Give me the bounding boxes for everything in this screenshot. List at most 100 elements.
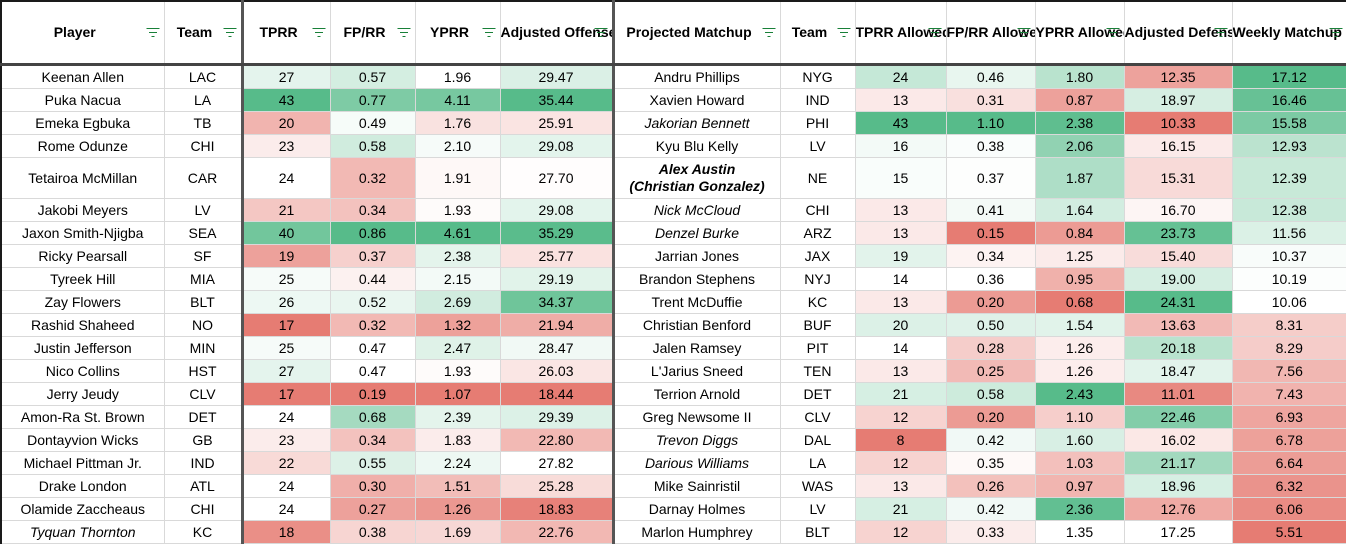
offense-score-cell[interactable]: 18.44 — [499, 382, 614, 406]
tprr-cell[interactable]: 26 — [240, 290, 331, 314]
fp-rr-cell[interactable]: 0.32 — [329, 313, 416, 337]
offense-score-cell[interactable]: 27.70 — [499, 157, 614, 199]
player-cell[interactable]: Dontayvion Wicks — [0, 428, 165, 452]
column-header-adjusted-offense-score[interactable]: Adjusted Offense Score — [499, 0, 614, 66]
tprr-allowed-cell[interactable]: 20 — [854, 313, 947, 337]
fp-rr-allowed-cell[interactable]: 0.20 — [945, 290, 1036, 314]
tprr-cell[interactable]: 20 — [240, 111, 331, 135]
tprr-cell[interactable]: 23 — [240, 428, 331, 452]
offense-score-cell[interactable]: 29.19 — [499, 267, 614, 291]
offense-score-cell[interactable]: 29.08 — [499, 134, 614, 158]
matchup-cell[interactable]: Jarrian Jones — [611, 244, 781, 268]
matchup-score-cell[interactable]: 16.46 — [1231, 88, 1346, 112]
team-cell[interactable]: KC — [163, 520, 243, 544]
fp-rr-allowed-cell[interactable]: 0.42 — [945, 428, 1036, 452]
offense-score-cell[interactable]: 25.91 — [499, 111, 614, 135]
yprr-cell[interactable]: 1.76 — [414, 111, 501, 135]
player-cell[interactable]: Emeka Egbuka — [0, 111, 165, 135]
tprr-allowed-cell[interactable]: 43 — [854, 111, 947, 135]
matchup-team-cell[interactable]: LA — [779, 451, 856, 475]
fp-rr-cell[interactable]: 0.34 — [329, 198, 416, 222]
matchup-team-cell[interactable]: LV — [779, 497, 856, 521]
yprr-allowed-cell[interactable]: 0.97 — [1034, 474, 1125, 498]
tprr-cell[interactable]: 17 — [240, 382, 331, 406]
player-cell[interactable]: Amon-Ra St. Brown — [0, 405, 165, 429]
column-header-fp-rr[interactable]: FP/RR — [329, 0, 416, 66]
yprr-allowed-cell[interactable]: 0.84 — [1034, 221, 1125, 245]
yprr-allowed-cell[interactable]: 2.43 — [1034, 382, 1125, 406]
tprr-cell[interactable]: 19 — [240, 244, 331, 268]
yprr-allowed-cell[interactable]: 1.87 — [1034, 157, 1125, 199]
player-cell[interactable]: Olamide Zaccheaus — [0, 497, 165, 521]
matchup-team-cell[interactable]: ARZ — [779, 221, 856, 245]
team-cell[interactable]: NO — [163, 313, 243, 337]
player-cell[interactable]: Tyquan Thornton — [0, 520, 165, 544]
fp-rr-cell[interactable]: 0.34 — [329, 428, 416, 452]
player-cell[interactable]: Zay Flowers — [0, 290, 165, 314]
team-cell[interactable]: GB — [163, 428, 243, 452]
fp-rr-cell[interactable]: 0.77 — [329, 88, 416, 112]
yprr-allowed-cell[interactable]: 0.95 — [1034, 267, 1125, 291]
player-cell[interactable]: Puka Nacua — [0, 88, 165, 112]
defense-score-cell[interactable]: 18.97 — [1123, 88, 1233, 112]
column-header-weekly-matchup-score[interactable]: Weekly Matchup Score — [1231, 0, 1346, 66]
fp-rr-allowed-cell[interactable]: 0.25 — [945, 359, 1036, 383]
yprr-allowed-cell[interactable]: 1.35 — [1034, 520, 1125, 544]
column-header-yprr-allowed[interactable]: YPRR Allowed — [1034, 0, 1125, 66]
column-header-fp-rr-allowed[interactable]: FP/RR Allowed — [945, 0, 1036, 66]
matchup-score-cell[interactable]: 6.93 — [1231, 405, 1346, 429]
tprr-allowed-cell[interactable]: 8 — [854, 428, 947, 452]
fp-rr-cell[interactable]: 0.37 — [329, 244, 416, 268]
defense-score-cell[interactable]: 20.18 — [1123, 336, 1233, 360]
offense-score-cell[interactable]: 28.47 — [499, 336, 614, 360]
fp-rr-allowed-cell[interactable]: 0.38 — [945, 134, 1036, 158]
fp-rr-allowed-cell[interactable]: 0.58 — [945, 382, 1036, 406]
matchup-score-cell[interactable]: 6.32 — [1231, 474, 1346, 498]
yprr-cell[interactable]: 2.47 — [414, 336, 501, 360]
tprr-cell[interactable]: 24 — [240, 157, 331, 199]
matchup-score-cell[interactable]: 11.56 — [1231, 221, 1346, 245]
matchup-cell[interactable]: Trent McDuffie — [611, 290, 781, 314]
tprr-cell[interactable]: 23 — [240, 134, 331, 158]
matchup-team-cell[interactable]: PIT — [779, 336, 856, 360]
tprr-allowed-cell[interactable]: 13 — [854, 198, 947, 222]
fp-rr-cell[interactable]: 0.44 — [329, 267, 416, 291]
player-cell[interactable]: Tyreek Hill — [0, 267, 165, 291]
tprr-cell[interactable]: 25 — [240, 267, 331, 291]
team-cell[interactable]: ATL — [163, 474, 243, 498]
player-cell[interactable]: Jaxon Smith-Njigba — [0, 221, 165, 245]
yprr-cell[interactable]: 2.38 — [414, 244, 501, 268]
fp-rr-cell[interactable]: 0.32 — [329, 157, 416, 199]
matchup-score-cell[interactable]: 5.51 — [1231, 520, 1346, 544]
matchup-score-cell[interactable]: 7.43 — [1231, 382, 1346, 406]
yprr-cell[interactable]: 1.51 — [414, 474, 501, 498]
fp-rr-allowed-cell[interactable]: 0.15 — [945, 221, 1036, 245]
fp-rr-allowed-cell[interactable]: 0.35 — [945, 451, 1036, 475]
team-cell[interactable]: CHI — [163, 134, 243, 158]
player-cell[interactable]: Rashid Shaheed — [0, 313, 165, 337]
filter-icon[interactable] — [312, 27, 326, 38]
matchup-cell[interactable]: L'Jarius Sneed — [611, 359, 781, 383]
matchup-team-cell[interactable]: JAX — [779, 244, 856, 268]
matchup-cell[interactable]: Mike Sainristil — [611, 474, 781, 498]
yprr-cell[interactable]: 2.39 — [414, 405, 501, 429]
player-cell[interactable]: Jakobi Meyers — [0, 198, 165, 222]
filter-icon[interactable] — [594, 27, 608, 38]
matchup-score-cell[interactable]: 12.38 — [1231, 198, 1346, 222]
matchup-cell[interactable]: Denzel Burke — [611, 221, 781, 245]
offense-score-cell[interactable]: 34.37 — [499, 290, 614, 314]
matchup-score-cell[interactable]: 6.06 — [1231, 497, 1346, 521]
fp-rr-allowed-cell[interactable]: 0.20 — [945, 405, 1036, 429]
filter-icon[interactable] — [1017, 27, 1031, 38]
fp-rr-allowed-cell[interactable]: 0.41 — [945, 198, 1036, 222]
fp-rr-cell[interactable]: 0.27 — [329, 497, 416, 521]
column-header-tprr[interactable]: TPRR — [240, 0, 331, 66]
offense-score-cell[interactable]: 26.03 — [499, 359, 614, 383]
player-cell[interactable]: Michael Pittman Jr. — [0, 451, 165, 475]
tprr-cell[interactable]: 40 — [240, 221, 331, 245]
matchup-team-cell[interactable]: LV — [779, 134, 856, 158]
yprr-cell[interactable]: 1.32 — [414, 313, 501, 337]
yprr-allowed-cell[interactable]: 1.60 — [1034, 428, 1125, 452]
filter-icon[interactable] — [1106, 27, 1120, 38]
yprr-cell[interactable]: 2.69 — [414, 290, 501, 314]
